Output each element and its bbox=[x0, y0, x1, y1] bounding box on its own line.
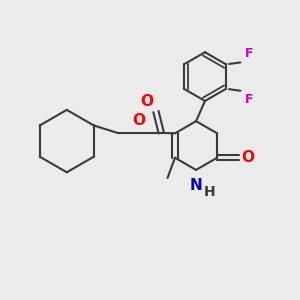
Text: O: O bbox=[140, 94, 154, 109]
Text: F: F bbox=[245, 93, 254, 106]
Text: H: H bbox=[204, 185, 215, 199]
Text: N: N bbox=[190, 178, 202, 193]
Text: O: O bbox=[242, 150, 254, 165]
Text: O: O bbox=[133, 112, 146, 128]
Text: F: F bbox=[245, 47, 254, 60]
